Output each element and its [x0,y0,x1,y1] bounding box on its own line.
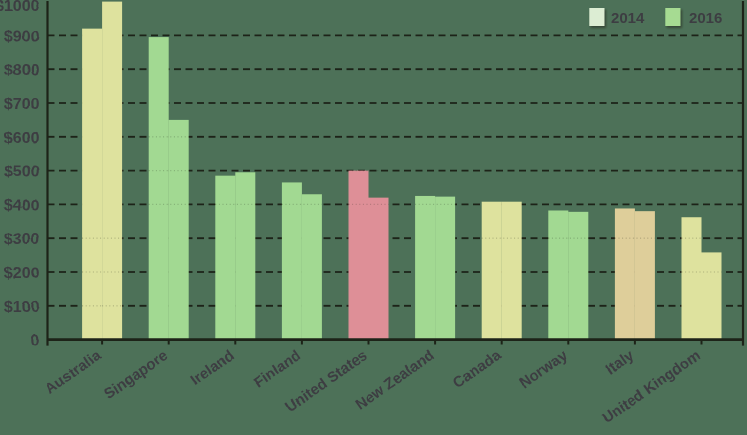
svg-text:$1000: $1000 [0,0,40,15]
svg-text:$900: $900 [4,28,40,45]
svg-text:0: 0 [31,333,40,350]
svg-text:$700: $700 [4,96,40,113]
svg-text:$300: $300 [4,231,40,248]
svg-text:$600: $600 [4,130,40,147]
svg-text:$400: $400 [4,197,40,214]
svg-text:$100: $100 [4,299,40,316]
svg-text:$200: $200 [4,265,40,282]
svg-text:$500: $500 [4,164,40,181]
svg-text:2014: 2014 [611,10,645,27]
svg-text:$800: $800 [4,62,40,79]
svg-text:2016: 2016 [689,10,722,27]
